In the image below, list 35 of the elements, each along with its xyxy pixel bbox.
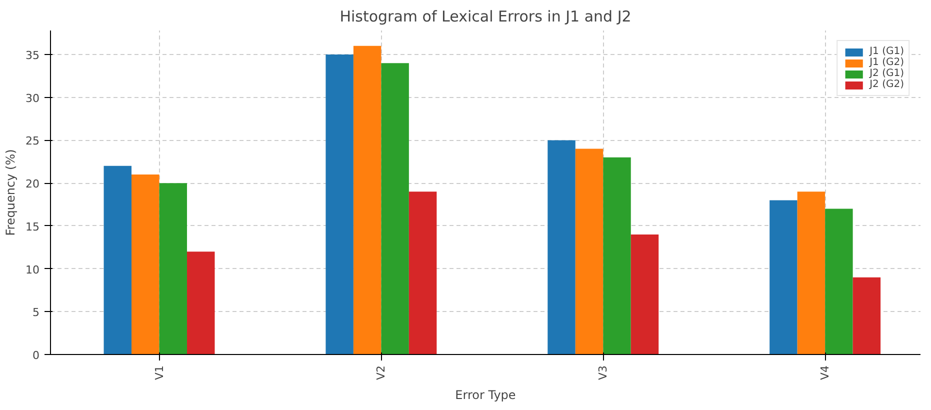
bar (381, 63, 409, 354)
y-tick-label: 30 (26, 92, 40, 105)
bar (186, 252, 215, 354)
x-tick-label: V1 (152, 365, 166, 380)
legend-label: J2 (G1) (870, 68, 904, 79)
bar (770, 200, 798, 354)
y-tick-label: 10 (26, 263, 40, 276)
y-tick-label: 0 (32, 349, 40, 362)
bar (408, 192, 437, 354)
y-axis-title: Frequency (%) (4, 149, 18, 236)
x-tick-label: V2 (374, 365, 388, 380)
y-tick-label: 5 (32, 306, 40, 320)
bar (132, 174, 160, 354)
y-tick-label: 25 (26, 134, 40, 148)
bar (548, 140, 576, 354)
bar (353, 46, 382, 354)
legend-label: J1 (G1) (870, 46, 904, 57)
legend-label: J2 (G2) (870, 79, 904, 90)
y-tick-label: 15 (26, 220, 40, 234)
bar (852, 277, 881, 354)
bar (104, 166, 132, 354)
y-tick-label: 35 (26, 49, 40, 62)
bar (603, 157, 631, 354)
chart-title: Histogram of Lexical Errors in J1 and J2 (340, 8, 632, 26)
x-axis-title: Error Type (455, 388, 516, 402)
bar (326, 54, 354, 354)
y-tick-label: 20 (26, 178, 40, 191)
legend-label: J1 (G2) (870, 57, 904, 68)
x-tick-label: V3 (596, 365, 610, 380)
bar (630, 234, 659, 354)
bar (575, 148, 604, 354)
x-tick-label: V4 (818, 365, 832, 380)
bar (825, 208, 853, 354)
bar (797, 192, 826, 354)
bar (159, 183, 187, 354)
